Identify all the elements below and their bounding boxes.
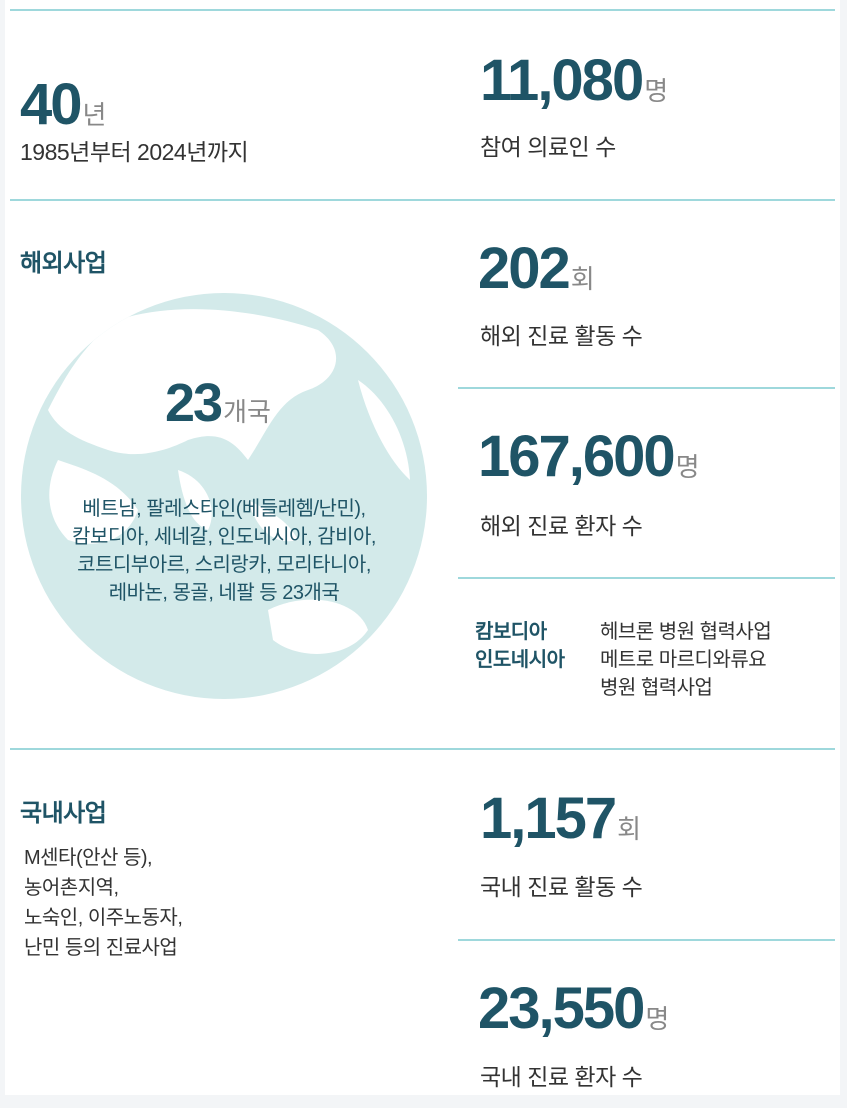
divider xyxy=(458,939,835,941)
divider xyxy=(10,9,835,11)
countries-line: 베트남, 팔레스타인(베들레헴/난민), xyxy=(82,498,366,520)
domestic-activities-value: 1,157 xyxy=(480,786,617,851)
overseas-activities-stat: 202회 xyxy=(478,240,595,298)
domestic-title: 국내사업 xyxy=(20,800,107,827)
overseas-patients-unit: 명 xyxy=(675,452,700,482)
partner-projects: 헤브론 병원 협력사업 메트로 마르디와류요 병원 협력사업 xyxy=(600,618,772,702)
overseas-activities-unit: 회 xyxy=(570,264,595,294)
overseas-activities-value: 202 xyxy=(478,236,571,301)
divider xyxy=(10,748,835,750)
participants-label: 참여 의료인 수 xyxy=(480,134,616,160)
countries-stat: 23개국 xyxy=(165,376,271,430)
overseas-patients-value: 167,600 xyxy=(478,424,676,489)
countries-line: 코트디부아르, 스리랑카, 모리타니아, xyxy=(77,554,371,576)
partner-project: 메트로 마르디와류요 xyxy=(600,649,767,671)
domestic-line: M센타(안산 등), xyxy=(24,847,153,869)
participants-unit: 명 xyxy=(644,76,669,106)
countries-line: 레바논, 몽골, 네팔 등 23개국 xyxy=(108,582,340,604)
countries-list: 베트남, 팔레스타인(베들레헴/난민), 캄보디아, 세네갈, 인도네시아, 감… xyxy=(24,495,424,607)
domestic-patients-unit: 명 xyxy=(645,1004,670,1034)
overseas-patients-label: 해외 진료 환자 수 xyxy=(480,513,643,539)
domestic-patients-stat: 23,550명 xyxy=(478,980,669,1038)
partner-country: 인도네시아 xyxy=(475,649,565,671)
divider xyxy=(458,387,835,389)
domestic-patients-value: 23,550 xyxy=(478,976,645,1041)
partner-project: 병원 협력사업 xyxy=(600,677,713,699)
domestic-line: 난민 등의 진료사업 xyxy=(24,937,178,959)
participants-stat: 11,080명 xyxy=(480,52,668,110)
years-value: 40 xyxy=(20,72,82,137)
years-unit: 년 xyxy=(82,100,107,130)
domestic-activities-label: 국내 진료 활동 수 xyxy=(480,874,643,900)
globe-icon xyxy=(21,293,427,699)
divider xyxy=(458,577,835,579)
domestic-description: M센타(안산 등), 농어촌지역, 노숙인, 이주노동자, 난민 등의 진료사업 xyxy=(24,843,183,963)
countries-unit: 개국 xyxy=(223,397,271,427)
countries-line: 캄보디아, 세네갈, 인도네시아, 감비아, xyxy=(72,526,376,548)
participants-value: 11,080 xyxy=(480,48,644,113)
domestic-line: 농어촌지역, xyxy=(24,877,119,899)
domestic-activities-stat: 1,157회 xyxy=(480,790,641,848)
overseas-title: 해외사업 xyxy=(20,250,107,277)
overseas-patients-stat: 167,600명 xyxy=(478,428,700,486)
domestic-patients-label: 국내 진료 환자 수 xyxy=(480,1064,643,1090)
overseas-activities-label: 해외 진료 활동 수 xyxy=(480,323,643,349)
partner-country: 캄보디아 xyxy=(475,621,547,643)
domestic-line: 노숙인, 이주노동자, xyxy=(24,907,183,929)
domestic-activities-unit: 회 xyxy=(617,814,642,844)
countries-count: 23 xyxy=(165,373,223,433)
partner-project: 헤브론 병원 협력사업 xyxy=(600,621,772,643)
partner-countries: 캄보디아 인도네시아 xyxy=(475,618,565,674)
years-stat: 40년 xyxy=(20,76,106,134)
divider xyxy=(10,199,835,201)
years-label: 1985년부터 2024년까지 xyxy=(20,139,249,165)
